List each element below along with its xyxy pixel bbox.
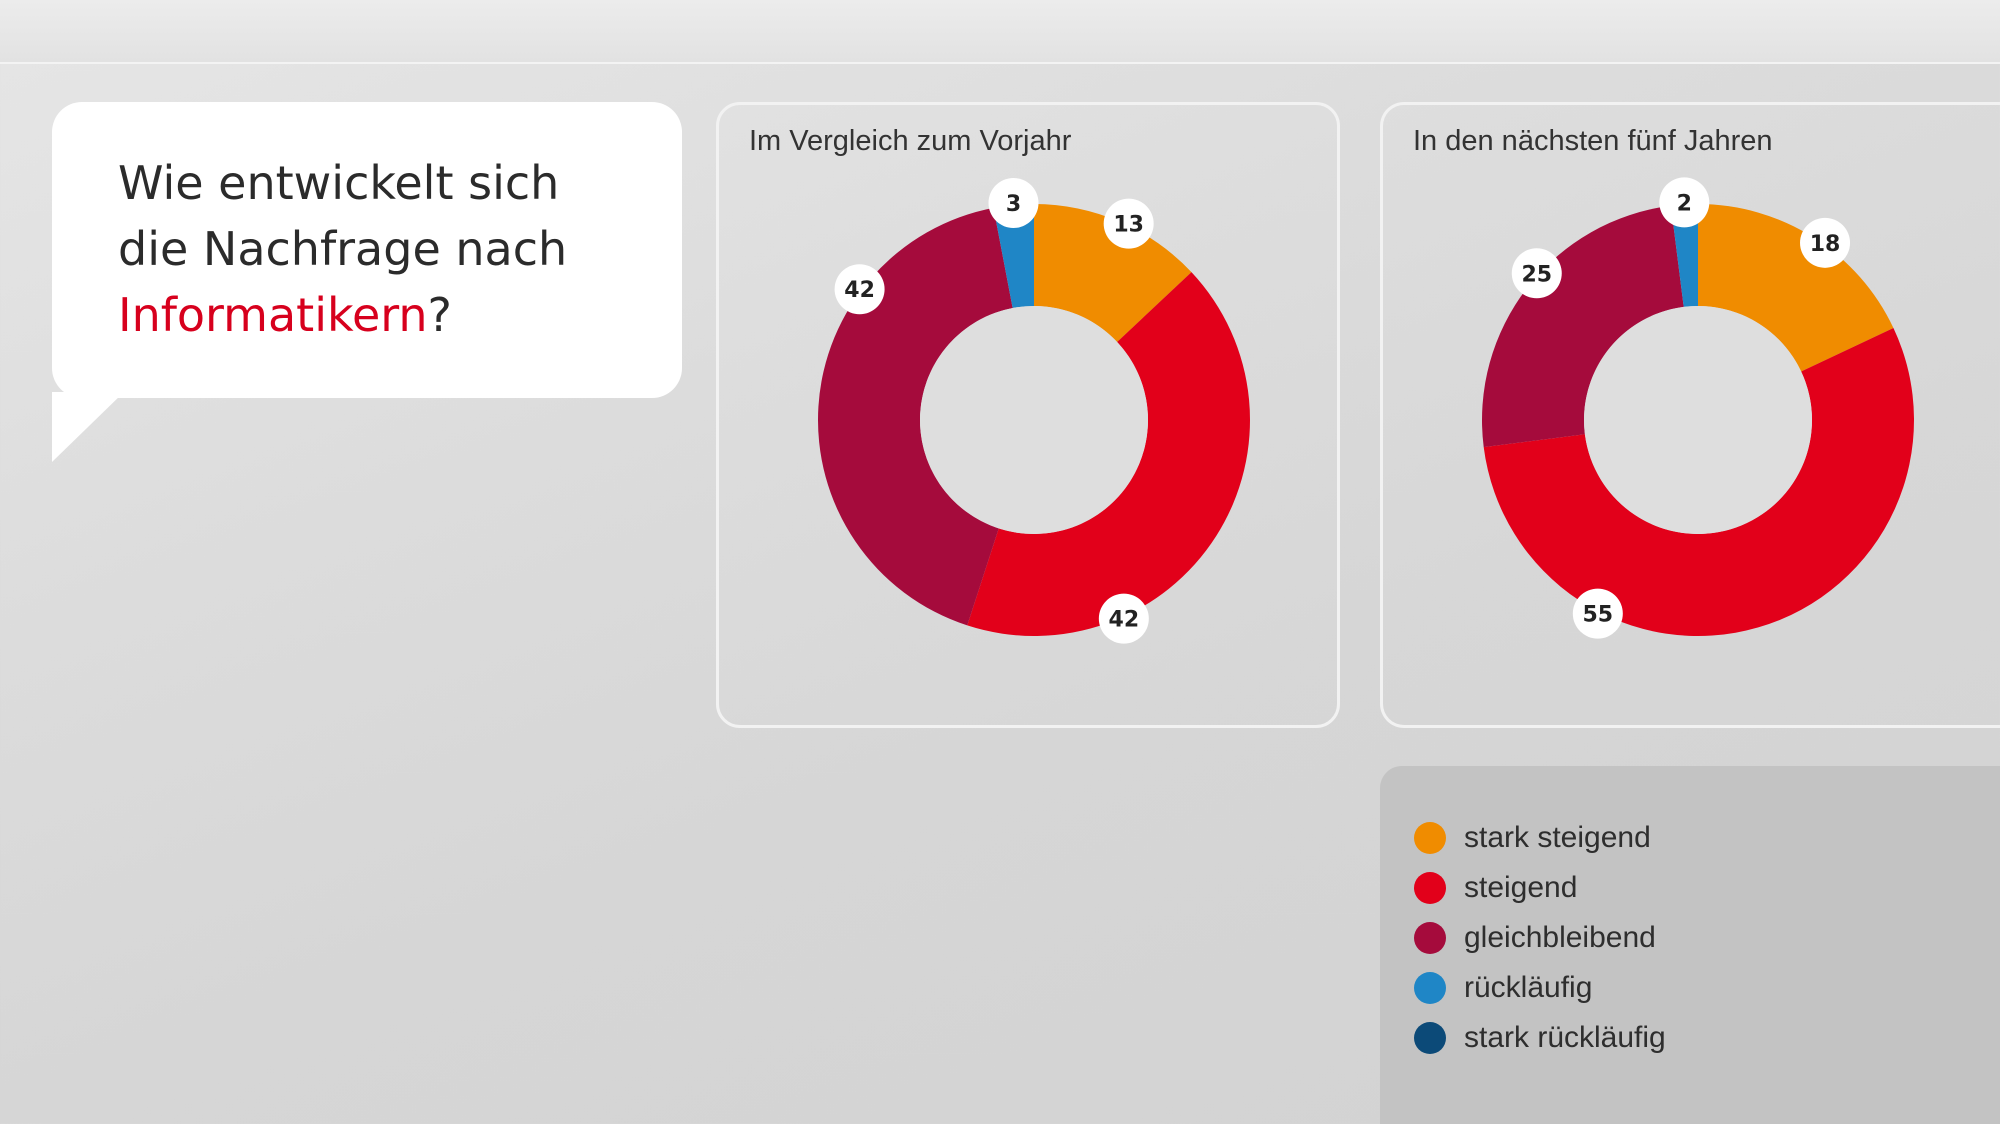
donut-chart-vorjahr: 13 42 42 3 xyxy=(817,177,1250,644)
legend-swatch-ruecklaeufig xyxy=(1414,972,1446,1004)
legend-label-stark-steigend: stark steigend xyxy=(1464,821,1651,854)
question-line-2: die Nachfrage nach xyxy=(118,222,568,276)
legend-label-ruecklaeufig: rückläufig xyxy=(1464,971,1593,1004)
legend-item-gleichbleibend: gleichbleibend xyxy=(1414,918,1656,958)
legend: stark steigend steigend gleichbleibend r… xyxy=(1380,766,2000,1124)
legend-item-ruecklaeufig: rückläufig xyxy=(1414,968,1592,1008)
question-line-1: Wie entwickelt sich xyxy=(118,156,560,210)
data-label-bg-gleichbleibend xyxy=(1511,248,1562,299)
data-label-stark-steigend: 13 xyxy=(1113,213,1144,238)
donut-hole xyxy=(1584,306,1812,534)
question-bubble: Wie entwickelt sich die Nachfrage nach I… xyxy=(52,102,682,398)
chart-title-fuenf-jahre: In den nächsten fünf Jahren xyxy=(1413,125,1773,157)
donut-hole xyxy=(920,306,1148,534)
data-label-gleichbleibend: 25 xyxy=(1521,262,1552,287)
legend-item-steigend: steigend xyxy=(1414,868,1577,908)
data-label-bg-stark-steigend xyxy=(1103,198,1154,249)
chart-panel-vorjahr: Im Vergleich zum Vorjahr 13 42 42 3 xyxy=(716,102,1340,728)
donut-chart-fuenf-jahre: 18 55 25 2 xyxy=(1482,177,1914,639)
question-text: Wie entwickelt sich die Nachfrage nach I… xyxy=(118,150,658,348)
data-label-bg-stark-steigend xyxy=(1800,217,1851,268)
question-suffix: ? xyxy=(427,288,452,342)
donut-slice-steigend xyxy=(967,272,1250,636)
legend-item-stark-steigend: stark steigend xyxy=(1414,818,1651,858)
legend-item-stark-ruecklaeufig: stark rückläufig xyxy=(1414,1018,1666,1058)
question-highlight: Informatikern xyxy=(118,288,428,342)
top-band xyxy=(0,0,2000,64)
legend-label-gleichbleibend: gleichbleibend xyxy=(1464,921,1656,954)
bubble-tail xyxy=(52,392,124,462)
data-label-bg-ruecklaeufig xyxy=(988,177,1039,228)
data-label-steigend: 55 xyxy=(1582,603,1613,628)
donut-slice-stark-steigend xyxy=(1698,204,1894,372)
donut-slice-ruecklaeufig xyxy=(993,204,1034,309)
legend-swatch-stark-ruecklaeufig xyxy=(1414,1022,1446,1054)
chart-title-vorjahr: Im Vergleich zum Vorjahr xyxy=(749,125,1072,157)
legend-label-stark-ruecklaeufig: stark rückläufig xyxy=(1464,1021,1666,1054)
data-label-gleichbleibend: 42 xyxy=(844,278,875,303)
data-label-bg-steigend xyxy=(1098,593,1149,644)
donut-slice-gleichbleibend xyxy=(1482,205,1684,448)
data-label-stark-steigend: 18 xyxy=(1810,232,1841,257)
data-label-bg-gleichbleibend xyxy=(834,264,885,315)
data-label-ruecklaeufig: 2 xyxy=(1677,191,1692,216)
donut-slice-steigend xyxy=(1483,328,1914,636)
legend-label-steigend: steigend xyxy=(1464,871,1578,904)
data-label-bg-ruecklaeufig xyxy=(1659,177,1710,228)
data-label-bg-steigend xyxy=(1572,588,1623,639)
donut-slice-stark-steigend xyxy=(1034,204,1192,342)
data-label-steigend: 42 xyxy=(1109,608,1140,633)
data-label-ruecklaeufig: 3 xyxy=(1006,192,1021,217)
chart-panel-fuenf-jahre: In den nächsten fünf Jahren 18 55 25 2 xyxy=(1380,102,2000,728)
legend-swatch-stark-steigend xyxy=(1414,822,1446,854)
legend-swatch-steigend xyxy=(1414,872,1446,904)
legend-swatch-gleichbleibend xyxy=(1414,922,1446,954)
donut-slice-ruecklaeufig xyxy=(1670,204,1698,307)
